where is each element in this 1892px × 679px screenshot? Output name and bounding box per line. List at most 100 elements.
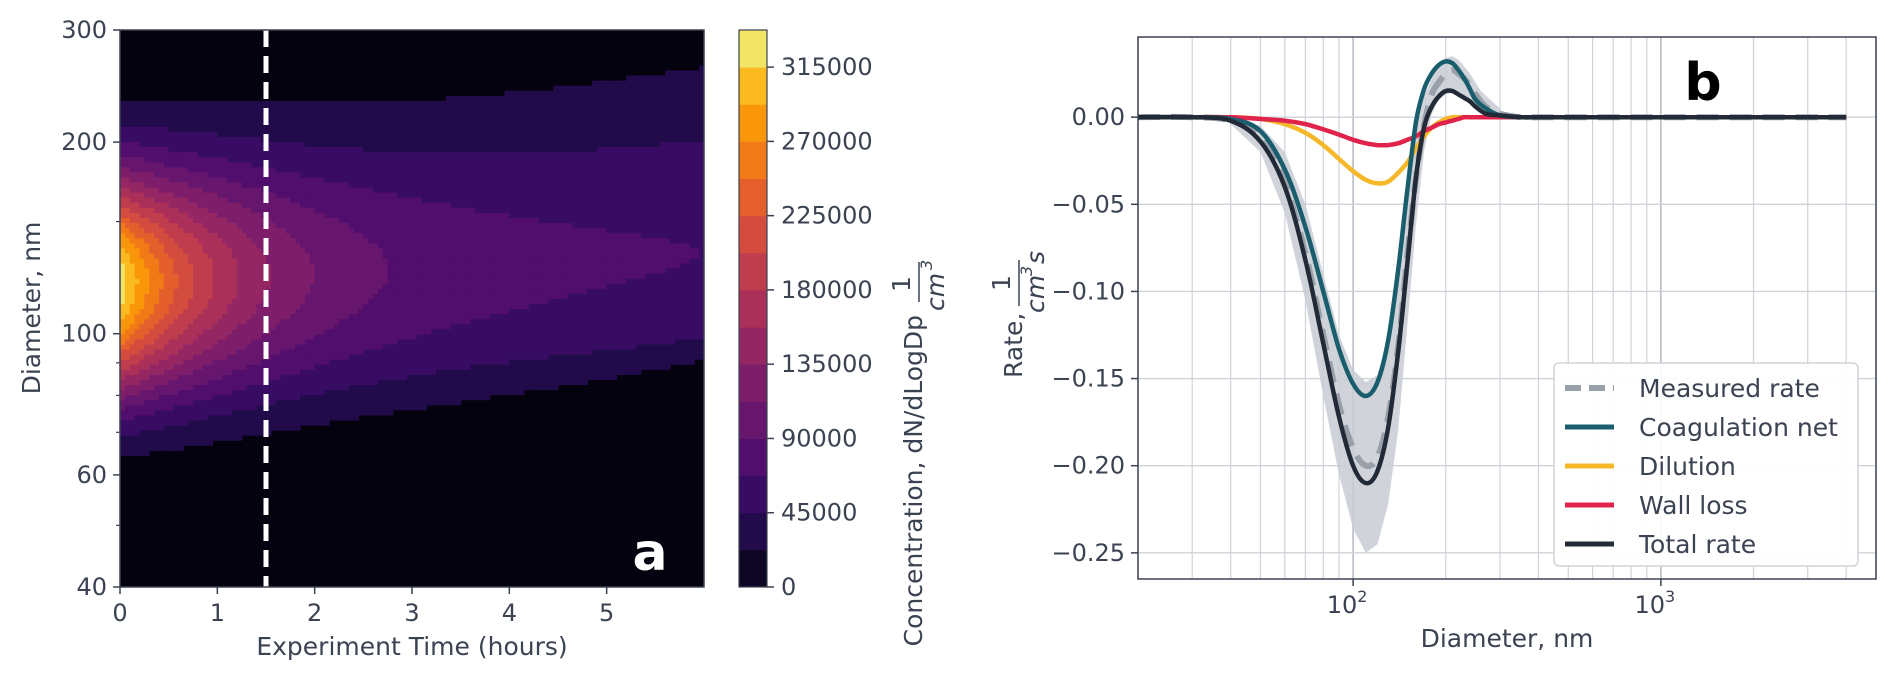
heatmap-cell (494, 293, 501, 299)
heatmap-cell (144, 222, 150, 229)
heatmap-cell (168, 252, 175, 259)
heatmap-cell (436, 252, 442, 259)
heatmap-cell (120, 288, 126, 294)
heatmap-cell (124, 151, 131, 158)
heatmap-cell (426, 303, 433, 310)
heatmap-cell (120, 364, 126, 370)
heatmap-cell (158, 136, 165, 142)
heatmap-cell (309, 404, 316, 411)
heatmap-cell (324, 354, 330, 360)
heatmap-cell (412, 197, 418, 203)
heatmap-cell (426, 222, 433, 229)
heatmap-cell (207, 278, 214, 284)
heatmap-cell (343, 121, 350, 127)
heatmap-cell (421, 105, 428, 112)
heatmap-cell (339, 217, 345, 224)
heatmap-cell (373, 116, 379, 122)
heatmap-cell (334, 313, 340, 320)
heatmap-cell (178, 369, 184, 375)
heatmap-cell (373, 389, 379, 396)
heatmap-cell (392, 237, 398, 244)
heatmap-cell (382, 343, 389, 350)
heatmap-cell (402, 313, 408, 320)
heatmap-cell (270, 364, 277, 370)
heatmap-cell (163, 318, 170, 325)
heatmap-cell (295, 323, 301, 330)
heatmap-cell (382, 389, 389, 396)
heatmap-cell (450, 126, 457, 132)
heatmap-cell (120, 111, 126, 117)
heatmap-cell (489, 161, 496, 168)
heatmap-cell (368, 156, 374, 163)
heatmap-cell (436, 161, 442, 168)
heatmap-cell (295, 232, 301, 239)
heatmap-cell (436, 105, 442, 112)
heatmap-cell (300, 273, 306, 279)
heatmap-cell (421, 399, 428, 406)
heatmap-cell (368, 151, 374, 158)
heatmap-cell (387, 349, 394, 355)
heatmap-cell (465, 313, 471, 320)
heatmap-cell (416, 136, 423, 142)
heatmap-cell (368, 288, 374, 294)
heatmap-cell (280, 131, 287, 137)
heatmap-cell (154, 303, 160, 310)
heatmap-cell (193, 161, 199, 168)
heatmap-cell (441, 343, 447, 350)
heatmap-cell (270, 181, 277, 188)
heatmap-cell (309, 318, 316, 325)
heatmap-cell (358, 318, 364, 325)
heatmap-cell (441, 359, 447, 365)
heatmap-cell (231, 217, 238, 224)
heatmap-cell (285, 262, 291, 269)
heatmap-cell (227, 318, 233, 325)
heatmap-cell (236, 176, 243, 183)
heatmap-cell (412, 303, 418, 310)
heatmap-cell (207, 202, 214, 208)
heatmap-cell (309, 283, 316, 289)
heatmap-cell (489, 192, 496, 198)
heatmap-cell (275, 283, 282, 289)
heatmap-cell (475, 186, 481, 193)
heatmap-cell (275, 237, 282, 244)
heatmap-cell (183, 323, 189, 330)
heatmap-cell (266, 338, 272, 345)
heatmap-cell (154, 384, 160, 391)
heatmap-cell (222, 419, 228, 426)
heatmap-cell (412, 171, 418, 178)
heatmap-cell (436, 298, 442, 305)
heatmap-cell (455, 217, 462, 224)
heatmap-cell (222, 257, 228, 264)
heatmap-cell (358, 354, 364, 360)
heatmap-cell (475, 192, 481, 198)
heatmap-cell (193, 424, 199, 431)
heatmap-cell (266, 105, 272, 112)
heatmap-cell (441, 283, 447, 289)
heatmap-cell (256, 217, 262, 224)
heatmap-cell (193, 298, 199, 305)
heatmap-cell (251, 136, 257, 142)
heatmap-cell (183, 146, 189, 153)
heatmap-cell (304, 364, 311, 370)
heatmap-cell (149, 308, 155, 315)
heatmap-cell (178, 318, 184, 325)
heatmap-cell (402, 212, 408, 218)
heatmap-cell (304, 156, 311, 163)
heatmap-cell (426, 186, 433, 193)
heatmap-cell (241, 359, 248, 365)
heatmap-cell (154, 399, 160, 406)
heatmap-cell (455, 394, 462, 401)
heatmap-cell (421, 100, 428, 107)
heatmap-cell (416, 257, 423, 264)
heatmap-cell (373, 343, 379, 350)
heatmap-cell (334, 252, 340, 259)
heatmap-cell (407, 171, 413, 178)
heatmap-cell (358, 333, 364, 340)
heatmap-cell (202, 424, 209, 431)
heatmap-cell (382, 207, 389, 213)
heatmap-cell (295, 394, 301, 401)
heatmap-cell (120, 349, 126, 355)
heatmap-cell (489, 354, 496, 360)
heatmap-cell (241, 252, 248, 259)
heatmap-cell (227, 273, 233, 279)
